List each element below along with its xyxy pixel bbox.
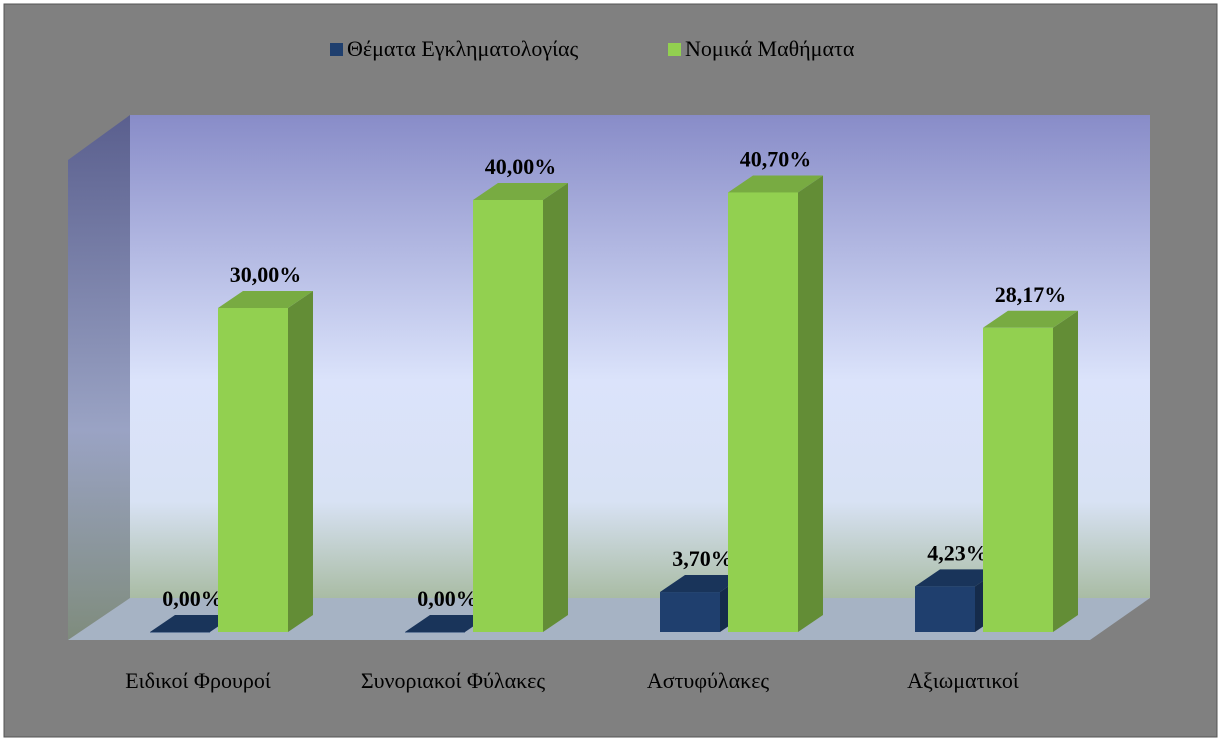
data-label: 40,00%: [485, 154, 557, 179]
bar: [405, 632, 465, 633]
bar-side: [543, 183, 568, 632]
bar: [218, 308, 288, 632]
x-tick-label: Αστυφύλακες: [647, 668, 770, 693]
data-label: 40,70%: [740, 146, 812, 171]
bar-side: [1053, 310, 1078, 632]
side-wall: [68, 115, 130, 640]
bar: [915, 586, 975, 632]
x-tick-label: Ειδικοί Φρουροί: [125, 668, 271, 693]
data-label: 0,00%: [162, 586, 223, 611]
bar-top: [915, 569, 1000, 587]
bar-top: [405, 615, 490, 632]
bar-side: [798, 175, 823, 632]
legend-swatch: [330, 43, 343, 56]
x-tick-label: Συνοριακοί Φύλακες: [361, 668, 546, 693]
data-label: 4,23%: [927, 540, 988, 565]
bar-top: [150, 615, 235, 632]
bar: [150, 632, 210, 633]
bar-top: [728, 175, 823, 193]
back-wall: [130, 115, 1150, 598]
bar: [660, 592, 720, 632]
data-label: 0,00%: [417, 586, 478, 611]
bar-top: [218, 291, 313, 308]
legend-swatch: [668, 43, 681, 56]
x-tick-label: Αξιωματικοί: [907, 668, 1019, 693]
legend-label: Θέματα Εγκληματολογίας: [347, 36, 579, 61]
data-label: 30,00%: [230, 262, 302, 287]
data-label: 28,17%: [995, 282, 1067, 307]
floor: [68, 598, 1150, 640]
bar: [728, 192, 798, 632]
bar: [983, 327, 1053, 632]
bar: [473, 200, 543, 632]
bar-top: [473, 183, 568, 200]
bar-side: [288, 291, 313, 632]
legend-label: Νομικά Μαθήματα: [685, 36, 855, 61]
bar-top: [660, 575, 745, 593]
bar-top: [983, 310, 1078, 328]
data-label: 3,70%: [672, 546, 733, 571]
